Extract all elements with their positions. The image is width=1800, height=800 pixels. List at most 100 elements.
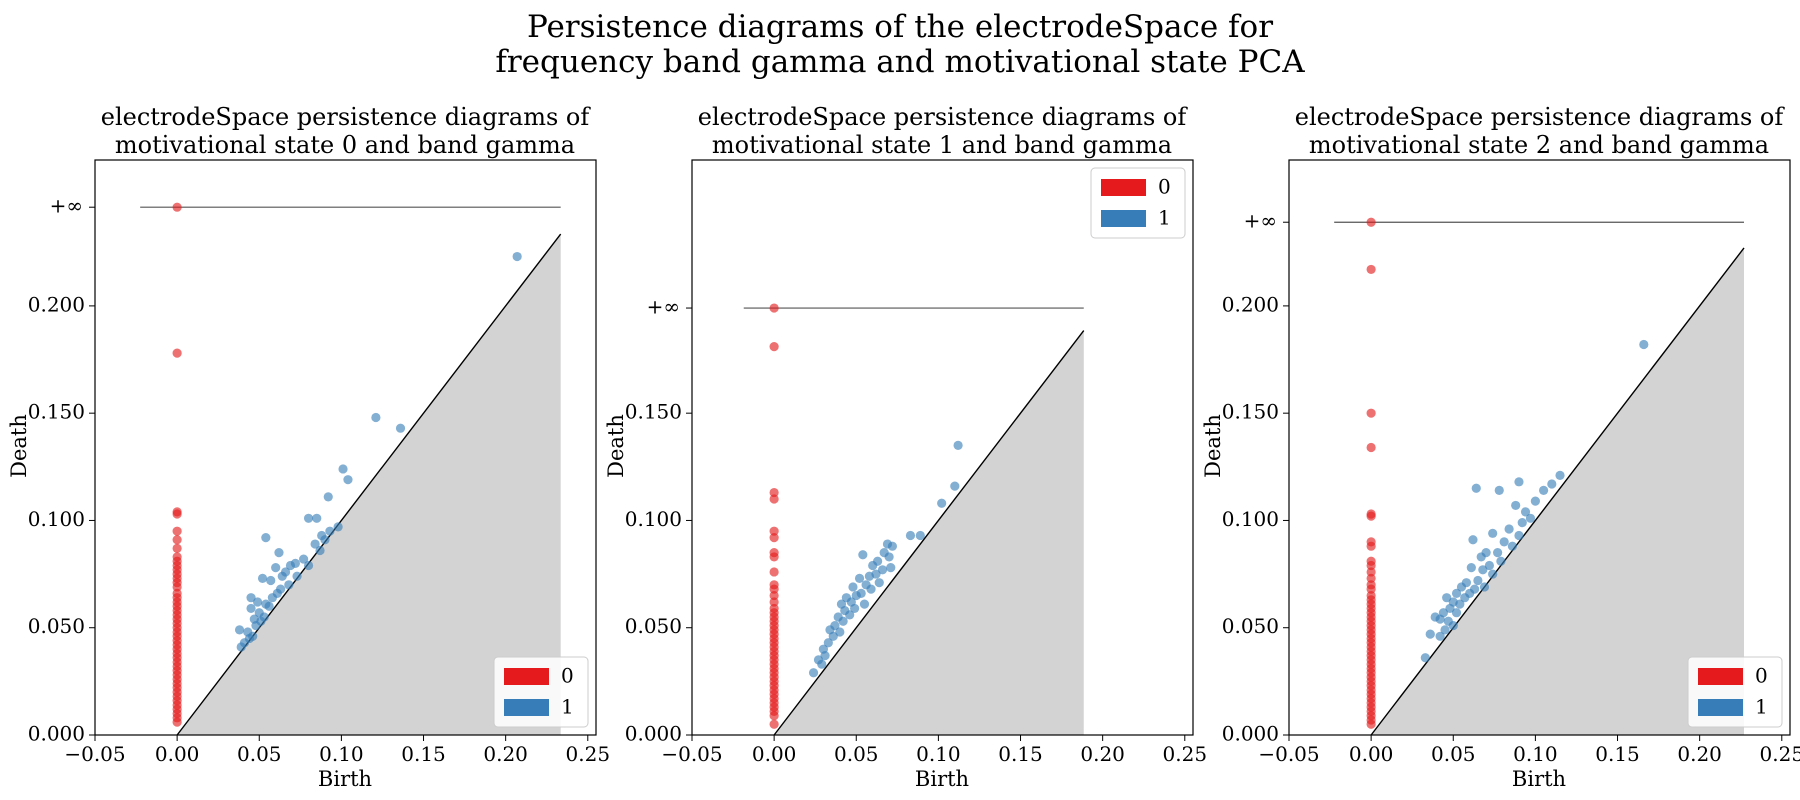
x-axis-label: Birth [1512,767,1566,791]
point-dim-1 [845,610,855,620]
point-dim-1 [1514,530,1524,541]
point-dim-1 [1488,528,1498,538]
legend-swatch-0 [1698,668,1743,685]
point-dim-1 [884,552,894,562]
point-dim-0 [769,487,779,498]
point-dim-1 [285,560,296,571]
point-dim-1 [292,571,302,581]
legend-label-0: 0 [561,664,574,688]
y-tick-label: 0.150 [28,400,85,424]
point-dim-1 [1442,593,1452,603]
point-dim-1 [1479,582,1490,592]
point-dim-1 [333,522,343,532]
point-dim-0 [1366,719,1376,729]
x-axis-label: Birth [915,767,969,791]
point-dim-1 [866,584,876,594]
y-axis-label: Death [604,414,628,478]
diagonal-line [773,330,1085,736]
infinity-tick-label: +∞ [50,194,83,218]
point-dim-1 [886,563,896,573]
x-tick-label: 0.05 [237,742,282,766]
point-dim-1 [817,659,827,669]
point-dim-1 [1555,470,1565,480]
point-dim-1 [395,423,406,433]
legend-swatch-1 [1698,699,1743,716]
point-dim-1 [1639,339,1649,350]
point-dim-1 [1539,485,1549,496]
point-dim-1 [257,573,268,583]
point-dim-1 [1466,563,1476,573]
point-dim-1 [851,590,861,601]
point-dim-1 [1520,507,1531,517]
y-tick-label: 0.150 [625,400,682,424]
point-dim-1 [854,573,865,583]
point-dim-1 [950,481,960,491]
x-tick-label: 0.05 [1431,742,1476,766]
point-dim-0 [769,597,779,607]
point-dim-0 [769,533,779,543]
panel-title-line-1: electrodeSpace persistence diagrams of [698,103,1189,131]
y-tick-label: 0.000 [1222,722,1279,746]
x-tick-label: 0.20 [1677,742,1722,766]
legend-frame [1090,167,1186,239]
point-dim-1 [905,530,916,541]
legend-label-1: 1 [1158,206,1171,230]
point-dim-0 [172,543,182,553]
point-dim-0 [1366,442,1376,453]
point-dim-1 [236,642,246,652]
persistence-diagram-state-1: electrodeSpace persistence diagrams of m… [604,103,1207,791]
legend-swatch-0 [504,668,549,685]
point-dim-1 [1504,524,1514,534]
legend: 0 1 [493,656,589,728]
point-dim-1 [877,565,888,575]
point-dim-0 [172,717,182,727]
point-dim-1 [1471,483,1481,493]
point-dim-0 [1366,408,1376,418]
point-dim-1 [303,513,314,523]
x-tick-label: 0.10 [916,742,961,766]
point-dim-0 [1366,567,1376,577]
point-dim-1 [823,638,833,648]
x-tick-label: 0.00 [1349,742,1394,766]
point-dim-1 [1547,479,1557,489]
legend-swatch-0 [1101,179,1146,196]
panel-title-line-2: motivational state 2 and band gamma [1309,131,1769,159]
point-dim-1 [234,625,245,635]
x-tick-label: 0.05 [834,742,879,766]
y-tick-label: 0.100 [625,507,682,531]
point-dim-1 [284,580,294,590]
legend-swatch-1 [1101,210,1146,227]
point-dim-1 [1451,588,1462,598]
figure-title-line-2: frequency band gamma and motivational st… [495,44,1305,80]
point-dim-1 [1473,575,1483,586]
y-tick-label: 0.050 [28,614,85,638]
point-dim-1 [887,541,898,551]
point-dim-1 [915,530,925,541]
point-dim-1 [310,539,320,549]
legend-label-0: 0 [1755,664,1768,688]
point-dim-1 [261,533,271,543]
axes-frame [94,159,597,736]
x-tick-label: 0.15 [1595,742,1640,766]
point-dim-0 [769,303,779,313]
point-dim-1 [1478,565,1488,575]
x-tick-label: 0.00 [752,742,797,766]
legend-frame [1687,656,1783,728]
point-dim-1 [343,475,353,485]
point-dim-1 [1460,593,1470,603]
axes-frame [691,159,1194,736]
point-dim-1 [1493,548,1503,558]
point-dim-1 [253,597,263,607]
point-dim-1 [848,582,858,592]
point-dim-1 [246,593,256,603]
point-dim-1 [937,498,947,508]
point-dim-0 [1366,560,1376,571]
legend-frame [493,656,589,728]
point-dim-1 [1451,608,1462,618]
point-dim-0 [1366,541,1376,551]
point-dim-0 [769,552,779,562]
point-dim-0 [769,494,779,504]
point-dim-0 [1366,511,1376,521]
point-dim-1 [1496,556,1506,566]
persistence-diagram-state-0: electrodeSpace persistence diagrams of m… [7,103,610,791]
